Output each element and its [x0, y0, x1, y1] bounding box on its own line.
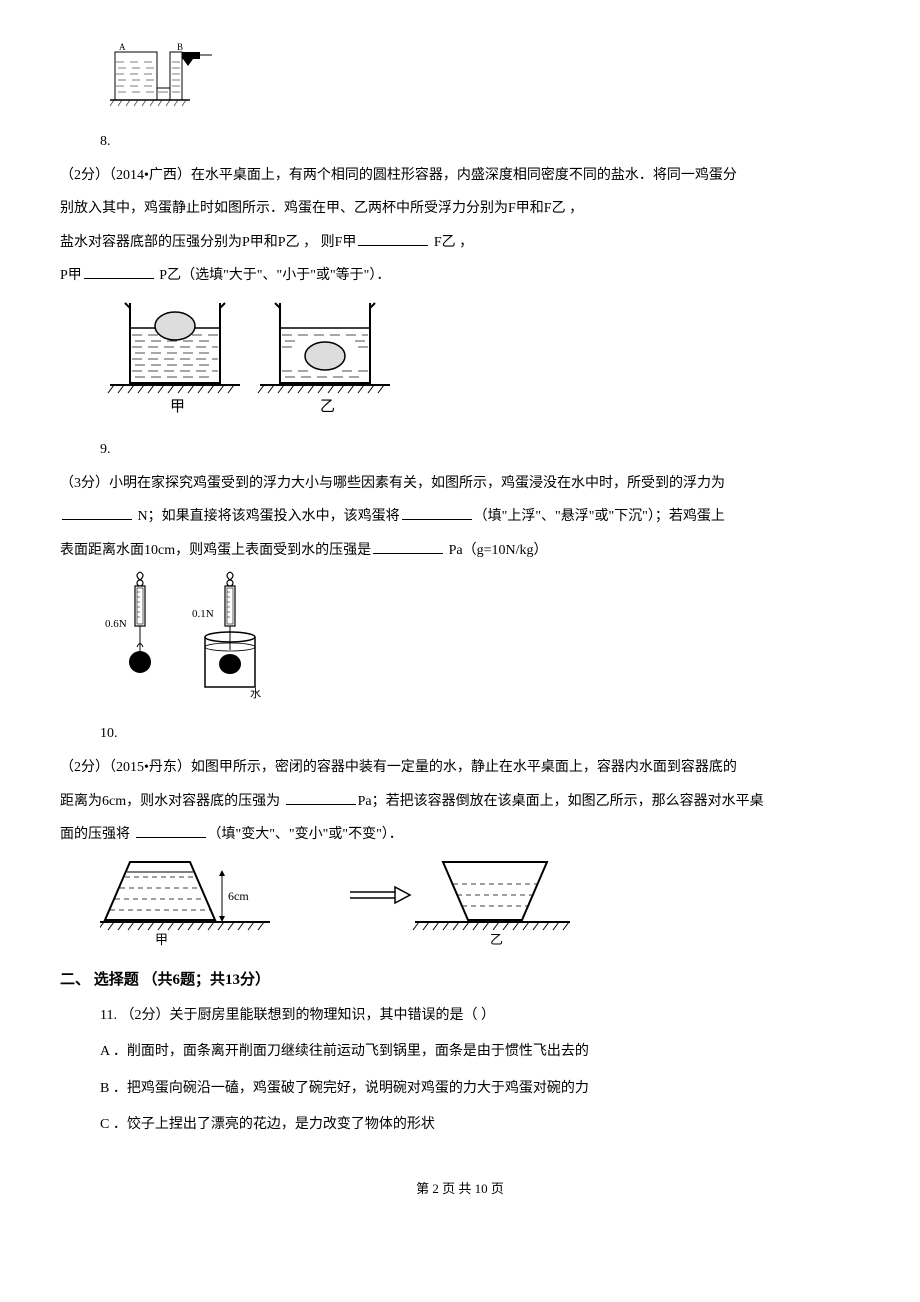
q10-line2b: Pa；若把该容器倒放在该桌面上，如图乙所示，那么容器对水平桌 [358, 794, 764, 809]
q9-blank2[interactable] [402, 504, 472, 520]
q10-height-label: 6cm [228, 889, 249, 903]
container-figure: 6cm 甲 [100, 852, 570, 952]
q9-blank3[interactable] [373, 538, 443, 554]
q8-line3: 盐水对容器底部的压强分别为P甲和P乙 ， 则F甲 F乙 ， [60, 226, 860, 260]
q8-label-a: 甲 [170, 399, 185, 415]
q9-line3a: 表面距离水面10cm，则鸡蛋上表面受到水的压强是 [60, 543, 371, 558]
q10-number: 10. [100, 717, 860, 751]
q10-line1: （2分）（2015•丹东）如图甲所示，密闭的容器中装有一定量的水，静止在水平桌面… [60, 751, 860, 785]
q10-label-b: 乙 [490, 932, 503, 947]
q9-figure: 0.6N 水 0.1N [100, 567, 860, 707]
q9-line2b: （填"上浮"、"悬浮"或"下沉"）；若鸡蛋上 [474, 509, 725, 524]
q8-line3a: 盐水对容器底部的压强分别为P甲和P乙 ， 则F甲 [60, 235, 356, 250]
q9-line2a: N；如果直接将该鸡蛋投入水中，该鸡蛋将 [134, 509, 400, 524]
q10-line2: 距离为6cm，则水对容器底的压强为 Pa；若把该容器倒放在该桌面上，如图乙所示，… [60, 785, 860, 819]
q10-line3a: 面的压强将 [60, 827, 134, 842]
q8-number: 8. [100, 125, 860, 159]
q8-blank2[interactable] [84, 263, 154, 279]
q11-option-c[interactable]: C ．饺子上捏出了漂亮的花边，是力改变了物体的形状 [100, 1107, 860, 1143]
q9-line1: （3分）小明在家探究鸡蛋受到的浮力大小与哪些因素有关，如图所示，鸡蛋浸没在水中时… [60, 467, 860, 501]
svg-text:A: A [119, 42, 126, 52]
q10-figure: 6cm 甲 [100, 852, 860, 952]
q8-label-b: 乙 [320, 399, 335, 415]
q10-line2a: 距离为6cm，则水对容器底的压强为 [60, 794, 284, 809]
q9-water-label: 水 [250, 687, 261, 700]
q9-blank1[interactable] [62, 504, 132, 520]
spring-scales-figure: 0.6N 水 0.1N [100, 567, 300, 707]
q11-stem: 11. （2分）关于厨房里能联想到的物理知识，其中错误的是（ ） [100, 998, 860, 1034]
q9-line2: N；如果直接将该鸡蛋投入水中，该鸡蛋将 （填"上浮"、"悬浮"或"下沉"）；若鸡蛋… [60, 500, 860, 534]
q11-stem-text: （2分）关于厨房里能联想到的物理知识，其中错误的是（ ） [120, 1008, 495, 1023]
q11-option-b[interactable]: B ．把鸡蛋向碗沿一磕，鸡蛋破了碗完好，说明碗对鸡蛋的力大于鸡蛋对碗的力 [100, 1071, 860, 1107]
q10-line3: 面的压强将 （填"变大"、"变小"或"不变"）． [60, 818, 860, 852]
q10-blank1[interactable] [286, 789, 356, 805]
section2-title: 二、 选择题 （共6题；共13分） [60, 962, 860, 998]
page-footer: 第 2 页 共 10 页 [60, 1173, 860, 1204]
q11-num: 11. [100, 1008, 120, 1023]
q9-number: 9. [100, 433, 860, 467]
q11-option-a[interactable]: A ．削面时，面条离开削面刀继续往前运动飞到锅里，面条是由于惯性飞出去的 [100, 1034, 860, 1070]
q8-line3b: F乙 ， [430, 235, 473, 250]
beakers-figure: 甲 乙 [100, 293, 400, 423]
q8-line4a: P甲 [60, 268, 82, 283]
q8-blank1[interactable] [358, 230, 428, 246]
q8-line2: 别放入其中，鸡蛋静止时如图所示．鸡蛋在甲、乙两杯中所受浮力分别为F甲和F乙 ， [60, 192, 860, 226]
q8-line4b: P乙（选填"大于"、"小于"或"等于"）． [156, 268, 391, 283]
q8-line4: P甲 P乙（选填"大于"、"小于"或"等于"）． [60, 259, 860, 293]
svg-text:B: B [177, 42, 183, 52]
q9-scale2-label: 0.1N [192, 608, 214, 620]
q10-label-a: 甲 [155, 932, 168, 947]
q10-line3b: （填"变大"、"变小"或"不变"）． [208, 827, 403, 842]
q9-line3: 表面距离水面10cm，则鸡蛋上表面受到水的压强是 Pa（g=10N/kg） [60, 534, 860, 568]
q10-blank2[interactable] [136, 822, 206, 838]
q9-line3b: Pa（g=10N/kg） [445, 543, 547, 558]
q7-figure: A B [100, 40, 860, 115]
q9-scale1-label: 0.6N [105, 618, 127, 630]
u-tube-figure: A B [100, 40, 230, 115]
q8-line1: （2分）（2014•广西）在水平桌面上，有两个相同的圆柱形容器，内盛深度相同密度… [60, 159, 860, 193]
q8-figure: 甲 乙 [100, 293, 860, 423]
